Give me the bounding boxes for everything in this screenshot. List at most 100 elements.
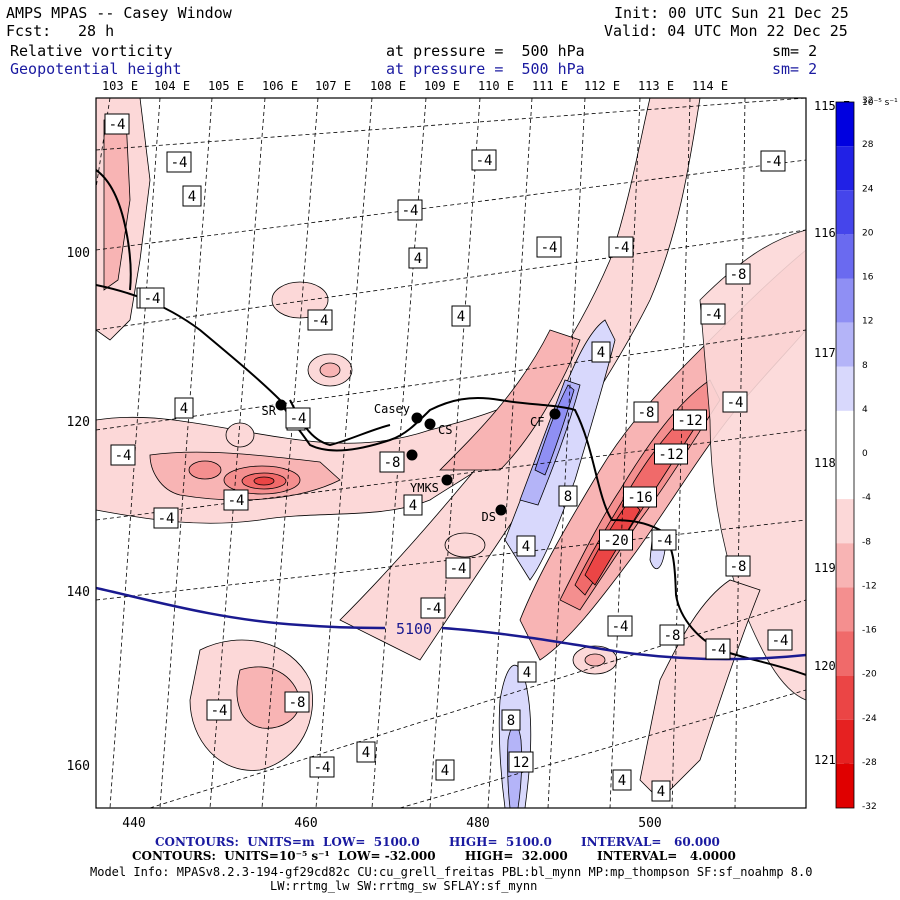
colorbar-tick: -20 xyxy=(862,670,877,680)
contour-box-rect xyxy=(673,409,707,431)
contour-box-rect xyxy=(110,444,136,466)
height-contour-5100 xyxy=(96,586,806,661)
contour-box-rect xyxy=(612,769,632,791)
contour-box-rect xyxy=(435,759,455,781)
contour-value-box: -4 xyxy=(397,199,423,221)
colorbar-tick: 24 xyxy=(862,184,874,194)
field2-level: at pressure = 500 hPa xyxy=(386,60,585,78)
contour-box-rect xyxy=(508,751,534,773)
contour-box-text: -20 xyxy=(603,533,628,549)
x-tick-label: 500 xyxy=(638,816,661,831)
contour-box-rect xyxy=(516,535,536,557)
colorbar-tick: -8 xyxy=(862,537,871,547)
contour-box-text: -4 xyxy=(109,117,126,133)
contour-box-text: -4 xyxy=(613,240,630,256)
contour-value-box: -8 xyxy=(659,624,685,646)
colorbar-swatch xyxy=(836,455,854,500)
contour-box-rect xyxy=(174,397,194,419)
contour-box-text: -8 xyxy=(664,628,681,644)
top-lon-label: 113 E xyxy=(638,79,674,93)
shaded-vorticity xyxy=(96,98,806,808)
contour-box-text: 4 xyxy=(441,763,449,779)
contour-box-text: -4 xyxy=(144,291,161,307)
contour-box-labels: -4 -4 4 -4 -4 4 4 -4 -4 -8 4 -4 4 4 -8 -4 -4 -12 -12 -16 -20… xyxy=(104,113,793,802)
contour-value-box: -4 xyxy=(760,150,786,172)
contour-value-box: 8 xyxy=(558,485,578,507)
contour-box-text: -4 xyxy=(765,154,782,170)
contour-box-text: -4 xyxy=(171,155,188,171)
contour-box-rect xyxy=(309,756,335,778)
contour-box-text: 4 xyxy=(618,773,626,789)
contour-box-text: -4 xyxy=(290,411,307,427)
colorbar-tick: -28 xyxy=(862,758,877,768)
colorbar-tick: -24 xyxy=(862,714,877,724)
colorbar-swatch xyxy=(836,278,854,323)
contour-value-box: 4 xyxy=(174,397,194,419)
contour-box-text: 4 xyxy=(522,539,530,555)
contour-value-box: -4 xyxy=(307,309,333,331)
colorbar-tick: 32 xyxy=(862,96,873,106)
contour-box-text: -12 xyxy=(658,447,683,463)
map-title: AMPS MPAS -- Casey Window xyxy=(6,4,232,22)
field1-name: Relative vorticity xyxy=(10,42,173,60)
plot-frame xyxy=(95,97,807,809)
contour-box-text: -4 xyxy=(115,448,132,464)
contour-box-text: -4 xyxy=(541,240,558,256)
contour-box-text: -4 xyxy=(312,313,329,329)
contour-value-box: -4 xyxy=(139,287,165,309)
contour-box-text: -8 xyxy=(384,455,401,471)
contour-value-box: 4 xyxy=(403,494,423,516)
contour-value-box: -4 xyxy=(608,236,634,258)
colorbar-swatch xyxy=(836,587,854,632)
colorbar-swatch xyxy=(836,234,854,279)
station-label: CS xyxy=(438,423,452,437)
contour-box-rect xyxy=(408,247,428,269)
contour-value-box: 4 xyxy=(451,305,471,327)
station-dot xyxy=(549,408,561,420)
contour-value-box: -8 xyxy=(633,401,659,423)
contour-box-rect xyxy=(223,489,249,511)
station-label: CF xyxy=(530,415,544,429)
init-time: Init: 00 UTC Sun 21 Dec 25 xyxy=(614,4,849,22)
contour-value-box: -4 xyxy=(705,638,731,660)
station-label: Casey xyxy=(374,402,410,416)
contour-box-text: -4 xyxy=(710,642,727,658)
contour-box-text: 4 xyxy=(657,784,665,800)
colorbar-tick: -4 xyxy=(862,493,871,503)
colorbar-tick: -12 xyxy=(862,581,877,591)
contour-value-box: 12 xyxy=(508,751,534,773)
colorbar-units: 10⁻⁵ s⁻¹ xyxy=(862,98,898,108)
height-contour-label: 5100 xyxy=(396,620,432,638)
contour-box-text: -4 xyxy=(314,760,331,776)
field1-level: at pressure = 500 hPa xyxy=(386,42,585,60)
top-lon-label: 108 E xyxy=(370,79,406,93)
station-label: SR xyxy=(262,404,277,418)
top-lon-label: 107 E xyxy=(315,79,351,93)
contour-box-rect xyxy=(760,150,786,172)
contour-value-box: 4 xyxy=(408,247,428,269)
top-lon-label: 103 E xyxy=(102,79,138,93)
contour-box-text: 12 xyxy=(513,755,530,771)
contour-value-box: -4 xyxy=(206,699,232,721)
contour-value-box: -12 xyxy=(673,409,707,431)
contour-value-box: -4 xyxy=(166,151,192,173)
forecast-label: Fcst: xyxy=(6,22,52,40)
forecast-hour: 28 h xyxy=(78,22,115,40)
contour-value-box: -8 xyxy=(725,555,751,577)
x-tick-label: 460 xyxy=(294,816,317,831)
contour-box-rect xyxy=(166,151,192,173)
contour-value-box: -4 xyxy=(767,629,793,651)
contour-value-box: 4 xyxy=(651,780,671,802)
contour-box-text: -4 xyxy=(476,153,493,169)
contour-value-box: -8 xyxy=(725,263,751,285)
contour-box-rect xyxy=(705,638,731,660)
y-tick-label: 160 xyxy=(67,759,90,774)
colorbar-swatch xyxy=(836,146,854,191)
contour-box-text: 4 xyxy=(414,251,422,267)
colorbar-swatch xyxy=(836,366,854,411)
contour-box-text: 4 xyxy=(409,498,417,514)
contour-box-rect xyxy=(725,555,751,577)
colorbar-tick: 12 xyxy=(862,317,873,327)
station-dot xyxy=(275,399,287,411)
colorbar-swatch xyxy=(836,719,854,764)
